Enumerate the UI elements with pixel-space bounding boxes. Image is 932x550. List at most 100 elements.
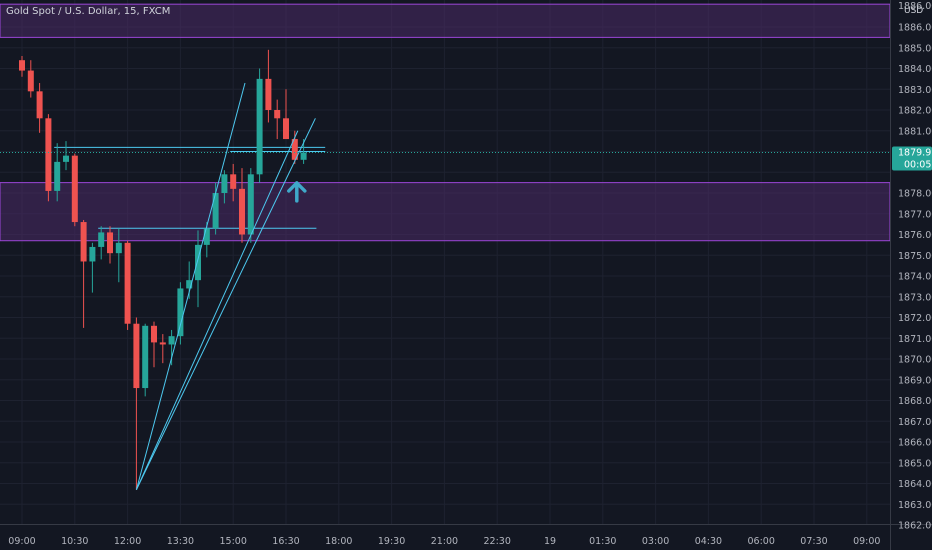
candle-body-17 [168,336,175,345]
candle-7[interactable] [80,219,87,328]
candle-23[interactable] [221,170,228,204]
price-tick-16: 1870.00 [898,355,932,366]
candle-body-26 [247,174,254,235]
candles[interactable] [19,49,307,490]
candle-18[interactable] [177,282,184,345]
time-tick-1: 10:30 [61,536,88,547]
price-tick-4: 1882.00 [898,106,932,117]
price-tick-23: 1863.00 [898,500,932,511]
candle-body-19 [186,280,193,289]
time-tick-14: 06:00 [748,536,775,547]
trendline-0[interactable] [135,82,246,490]
candle-body-28 [265,78,272,110]
candle-13[interactable] [133,317,140,490]
candle-25[interactable] [239,168,245,243]
candle-12[interactable] [124,240,131,330]
candle-16[interactable] [159,334,166,364]
price-tick-13: 1873.00 [898,292,932,303]
candle-30[interactable] [283,89,289,140]
price-tick-19: 1867.00 [898,417,932,428]
candle-body-4 [54,161,61,191]
price-tick-22: 1864.00 [898,479,932,490]
candle-29[interactable] [274,99,281,140]
time-tick-3: 13:30 [167,536,194,547]
candle-0[interactable] [19,56,25,77]
candle-body-20 [195,244,201,281]
candle-body-32 [300,152,307,160]
time-tick-16: 09:00 [853,536,880,547]
price-tick-0: 1886.00 [898,23,932,34]
candle-15[interactable] [151,321,157,368]
candle-body-7 [80,222,87,262]
price-tick-14: 1872.00 [898,313,932,324]
candle-20[interactable] [195,230,201,308]
zones [0,3,891,242]
candle-9[interactable] [98,226,105,260]
time-tick-0: 09:00 [8,536,35,547]
time-tick-5: 16:30 [272,536,299,547]
price-tick-9: 1877.00 [898,209,932,220]
time-axis-background[interactable] [0,524,890,550]
price-tick-12: 1874.00 [898,272,932,283]
price-axis-background[interactable] [890,0,932,524]
candle-28[interactable] [265,49,272,123]
time-axis-ticks: 09:00 10:30 12:00 13:30 15:00 16:30 18:00 19:30… [8,536,880,547]
candle-body-6 [71,155,78,223]
candle-1[interactable] [27,60,34,98]
candle-body-15 [151,325,157,343]
price-tick-10: 1876.00 [898,230,932,241]
price-axis-top-label: 1886.00 [898,1,932,12]
last-price-badge-bg [892,146,932,171]
grid-lines [0,0,890,526]
time-tick-15: 07:30 [800,536,827,547]
price-tick-11: 1875.00 [898,251,932,262]
candle-body-27 [256,78,263,175]
time-tick-11: 01:30 [589,536,616,547]
trendlines[interactable] [135,82,316,490]
last-price-value: 1879.95 [898,148,932,159]
time-tick-10: 19 [544,536,556,547]
up-arrow-annotation[interactable] [287,181,307,203]
candle-3[interactable] [45,114,52,202]
price-axis-ticks: 1886.00 1885.00 1884.00 1883.00 1882.00 1881.… [898,23,932,532]
candle-17[interactable] [168,329,175,366]
candle-10[interactable] [107,226,113,264]
time-tick-8: 21:00 [431,536,458,547]
candle-11[interactable] [115,228,122,283]
candle-24[interactable] [230,163,237,202]
candle-31[interactable] [291,130,298,164]
candle-body-0 [19,60,25,71]
time-tick-12: 03:00 [642,536,669,547]
candle-body-12 [124,242,131,324]
candle-body-9 [98,232,105,247]
trendline-1[interactable] [135,118,316,490]
candle-body-25 [239,188,245,235]
candle-body-16 [159,342,166,345]
time-tick-2: 12:00 [114,536,141,547]
candle-body-24 [230,174,237,189]
price-tick-1: 1885.00 [898,43,932,54]
candle-8[interactable] [89,242,96,293]
candle-body-3 [45,118,52,191]
price-tick-3: 1883.00 [898,85,932,96]
trendline-2[interactable] [135,130,299,490]
time-tick-13: 04:30 [695,536,722,547]
candle-5[interactable] [63,141,69,171]
candle-body-8 [89,246,96,262]
candle-body-22 [212,193,219,229]
candle-body-29 [274,110,281,119]
candle-26[interactable] [247,168,254,243]
candle-body-23 [221,174,228,193]
candle-14[interactable] [142,323,149,397]
candle-body-1 [27,70,34,92]
candle-27[interactable] [256,68,263,183]
candle-body-14 [142,325,149,389]
candle-6[interactable] [71,153,78,227]
candle-body-21 [203,228,210,245]
chart-title: Gold Spot / U.S. Dollar, 15, FXCM [6,6,170,17]
candle-2[interactable] [36,83,43,133]
time-tick-7: 19:30 [378,536,405,547]
candle-body-13 [133,323,140,389]
price-tick-5: 1881.00 [898,126,932,137]
